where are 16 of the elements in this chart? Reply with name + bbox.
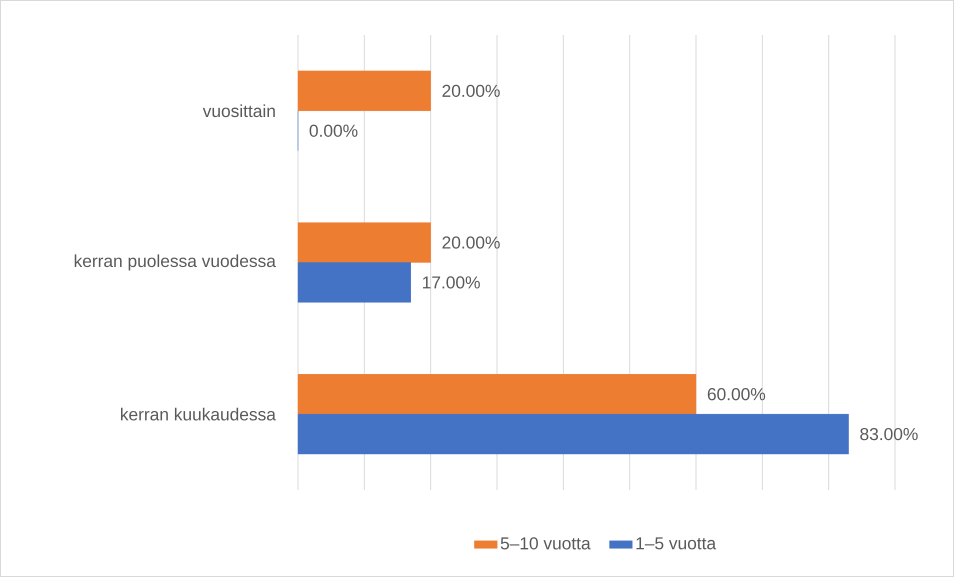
- y-tick-label: vuosittain: [202, 104, 275, 118]
- data-label: 0.00%: [310, 124, 358, 137]
- data-label: 20.00%: [442, 236, 500, 249]
- bar: [298, 70, 431, 112]
- legend-label: 5–10 vuotta: [500, 537, 591, 550]
- bar: [298, 222, 431, 263]
- data-label: 60.00%: [708, 388, 766, 400]
- legend-label: 1–5 vuotta: [636, 537, 716, 550]
- bar: [298, 374, 696, 414]
- data-label: 20.00%: [442, 84, 500, 97]
- data-label: 83.00%: [860, 428, 918, 440]
- bar: [298, 414, 849, 454]
- data-label: 17.00%: [423, 276, 480, 289]
- y-tick-label: kerran puolessa vuodessa: [74, 254, 276, 271]
- bar: [298, 262, 411, 303]
- y-tick-label: kerran kuukaudessa: [121, 408, 276, 421]
